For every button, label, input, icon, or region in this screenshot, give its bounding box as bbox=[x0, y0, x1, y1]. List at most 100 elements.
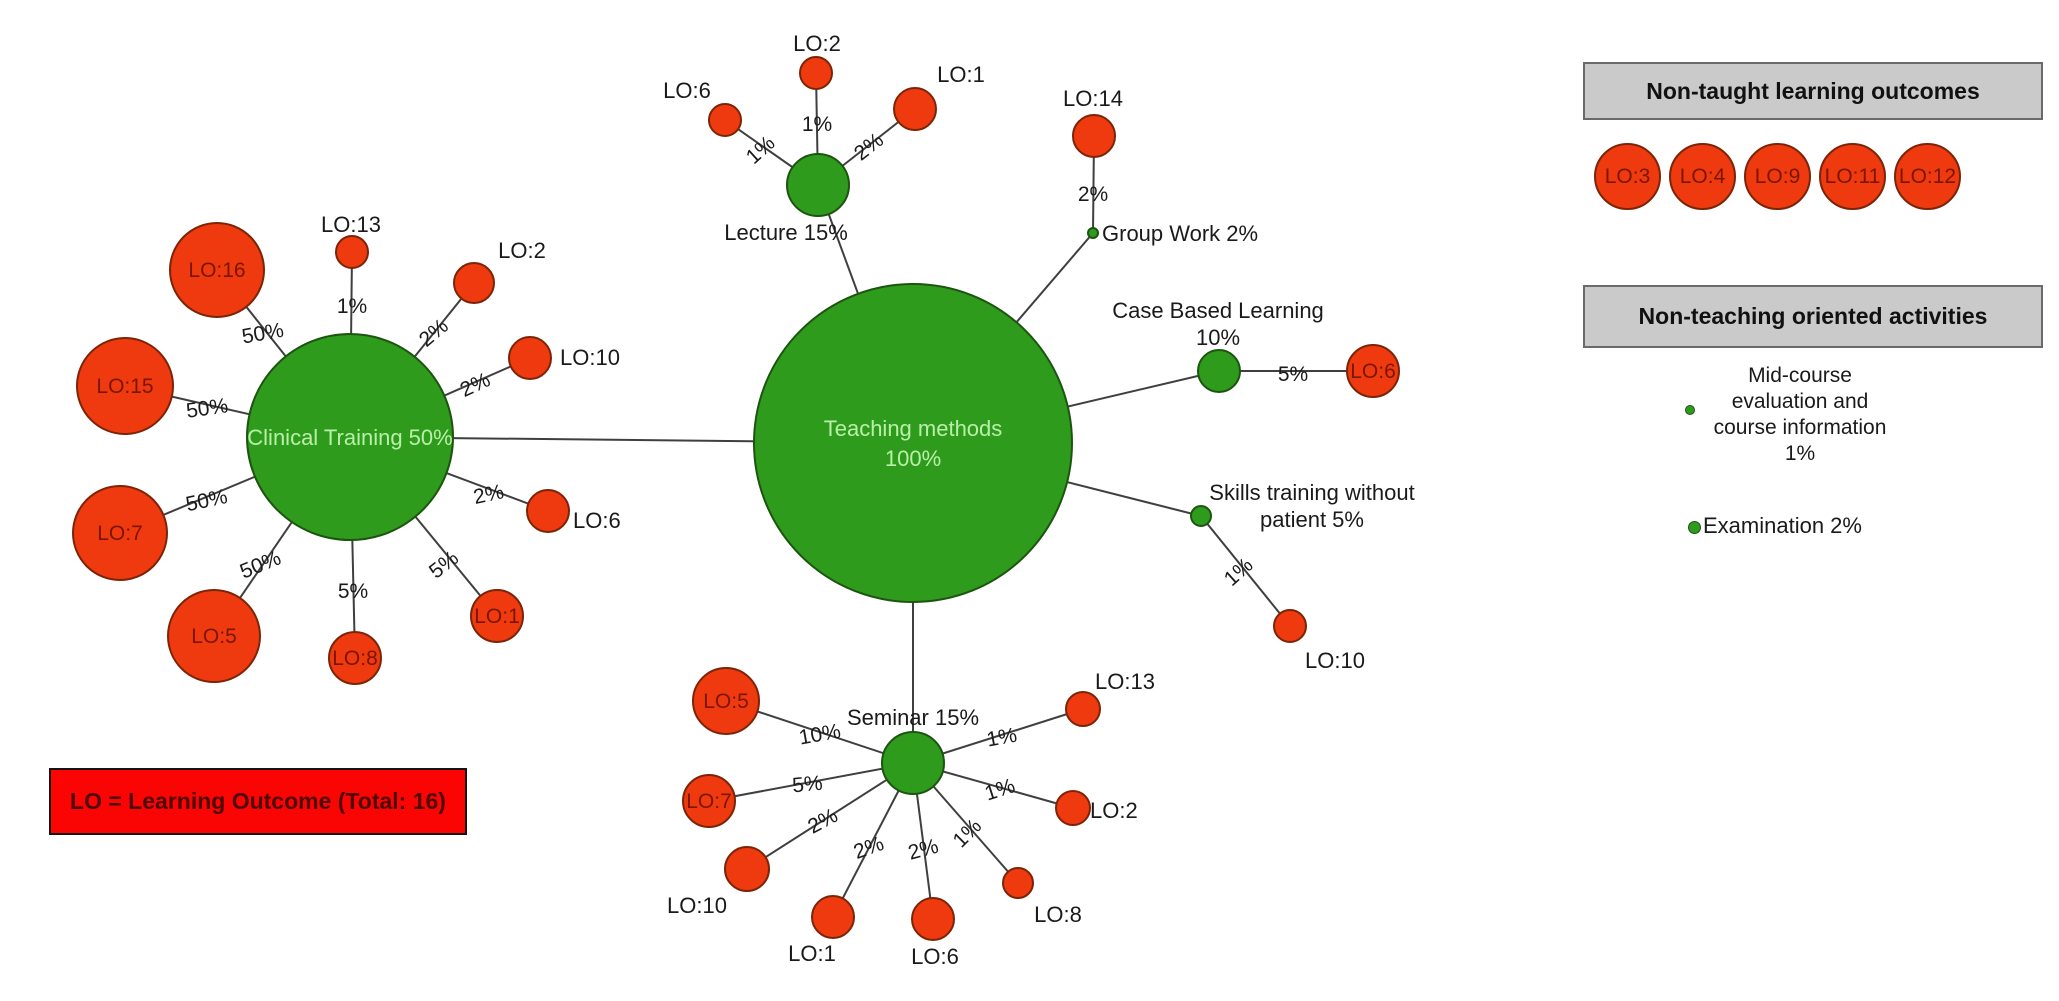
edge-label-cbl-lo6cb: 5% bbox=[1278, 363, 1308, 386]
node-groupwork bbox=[1087, 227, 1099, 239]
node-lo5c bbox=[167, 589, 261, 683]
node-label-lo2c: LO:2 bbox=[498, 238, 546, 263]
edge-label-clinical-lo7c: 50% bbox=[184, 485, 230, 516]
mid-course-line-2: evaluation and bbox=[1731, 390, 1869, 413]
edge-label-seminar-lo2s: 1% bbox=[982, 774, 1018, 805]
node-seminar bbox=[881, 731, 945, 795]
edge-label-clinical-lo13c: 1% bbox=[337, 295, 367, 318]
node-label-lo5s: LO:5 bbox=[703, 690, 749, 713]
node-label-teaching: Teaching methods 100% bbox=[824, 416, 1003, 471]
node-lo1c bbox=[470, 589, 524, 643]
node-label-lo6l: LO:6 bbox=[663, 78, 711, 103]
examination-activity-label: Examination 2% bbox=[1703, 513, 1862, 539]
mid-course-line-1: Mid-course bbox=[1748, 364, 1852, 387]
node-label-lo10se: LO:10 bbox=[667, 893, 727, 918]
node-label-lo2s: LO:2 bbox=[1090, 798, 1138, 823]
node-lo6cb bbox=[1346, 344, 1400, 398]
node-label-groupwork: Group Work 2% bbox=[1102, 221, 1258, 246]
edge-label-seminar-lo5s: 10% bbox=[797, 720, 842, 750]
non-taught-outcomes-row: LO:3 LO:4 LO:9 LO:11 LO:12 bbox=[1594, 143, 1961, 210]
node-label-seminar: Seminar 15% bbox=[847, 705, 979, 730]
node-label-lo15: LO:15 bbox=[96, 375, 153, 398]
node-lo2c bbox=[453, 262, 495, 304]
edge-label-seminar-lo6s: 2% bbox=[906, 835, 941, 865]
non-teaching-title: Non-teaching oriented activities bbox=[1638, 303, 1988, 329]
node-label-lo1l: LO:1 bbox=[937, 62, 985, 87]
legend-text: LO = Learning Outcome (Total: 16) bbox=[70, 788, 446, 814]
edge-skills-lo10sk bbox=[1200, 515, 1291, 627]
node-label-lo13c: LO:13 bbox=[321, 212, 381, 237]
node-lo13c bbox=[335, 235, 369, 269]
node-lo10sk bbox=[1273, 609, 1307, 643]
node-lo13s bbox=[1065, 691, 1101, 727]
node-lo7s bbox=[682, 774, 736, 828]
node-label-cbl: Case Based Learning 10% bbox=[1112, 298, 1324, 350]
edge-label-clinical-lo15: 50% bbox=[185, 394, 230, 423]
node-lo16 bbox=[169, 222, 265, 318]
edge-label-seminar-lo7s: 5% bbox=[791, 772, 823, 798]
non-taught-lo-node: LO:3 bbox=[1594, 143, 1661, 210]
examination-line: Examination 2% bbox=[1703, 513, 1862, 538]
edge-label-seminar-lo1s: 2% bbox=[851, 832, 887, 864]
node-lo10se bbox=[724, 846, 770, 892]
node-label-lo1c: LO:1 bbox=[474, 605, 520, 628]
edge-label-groupwork-lo14: 2% bbox=[1078, 183, 1108, 206]
node-label-lo16: LO:16 bbox=[188, 259, 245, 282]
non-teaching-header: Non-teaching oriented activities bbox=[1583, 285, 2043, 348]
mid-course-dot-icon bbox=[1685, 405, 1695, 415]
node-label-lo6c: LO:6 bbox=[573, 508, 621, 533]
node-lo6c bbox=[526, 489, 570, 533]
node-lo15 bbox=[76, 337, 174, 435]
node-label-lo13s: LO:13 bbox=[1095, 669, 1155, 694]
node-label-lo8s: LO:8 bbox=[1034, 902, 1082, 927]
edge-seminar-lo10se bbox=[746, 762, 914, 870]
node-label-skills: Skills training without patient 5% bbox=[1209, 480, 1414, 532]
node-lo2l bbox=[799, 56, 833, 90]
non-taught-lo-node: LO:9 bbox=[1744, 143, 1811, 210]
node-lo8s bbox=[1002, 867, 1034, 899]
node-lo8c bbox=[328, 631, 382, 685]
node-label-lo1s: LO:1 bbox=[788, 941, 836, 966]
node-label-lo7c: LO:7 bbox=[97, 522, 143, 545]
node-lo7c bbox=[72, 485, 168, 581]
node-lo5s bbox=[692, 667, 760, 735]
mid-course-line-4: 1% bbox=[1784, 442, 1816, 465]
node-lo1s bbox=[811, 895, 855, 939]
node-lo6l bbox=[708, 103, 742, 137]
node-skills bbox=[1190, 505, 1212, 527]
edge-label-clinical-lo2c: 2% bbox=[415, 314, 453, 351]
non-taught-title: Non-taught learning outcomes bbox=[1646, 77, 1980, 104]
edge-label-clinical-lo6c: 2% bbox=[471, 480, 505, 509]
edge-label-clinical-lo10c: 2% bbox=[457, 368, 494, 402]
node-teaching bbox=[753, 283, 1073, 603]
node-lo6s bbox=[911, 897, 955, 941]
node-label-lo10sk: LO:10 bbox=[1305, 648, 1365, 673]
edge-label-clinical-lo8c: 5% bbox=[338, 580, 368, 603]
node-label-lo6s: LO:6 bbox=[911, 944, 959, 969]
legend-box: LO = Learning Outcome (Total: 16) bbox=[49, 768, 467, 835]
edge-label-skills-lo10sk: 1% bbox=[1220, 553, 1258, 590]
non-taught-lo-node: LO:4 bbox=[1669, 143, 1736, 210]
edge-label-lecture-lo2l: 1% bbox=[802, 113, 832, 136]
node-label-lo6cb: LO:6 bbox=[1350, 360, 1396, 383]
node-label-lo7s: LO:7 bbox=[686, 790, 732, 813]
non-taught-lo-node: LO:11 bbox=[1819, 143, 1886, 210]
node-label-lo10c: LO:10 bbox=[560, 345, 620, 370]
edge-label-seminar-lo10se: 2% bbox=[804, 804, 842, 839]
examination-dot-icon bbox=[1688, 521, 1701, 534]
node-lo2s bbox=[1055, 790, 1091, 826]
edge-label-seminar-lo8s: 1% bbox=[949, 815, 987, 853]
node-label-lo14: LO:14 bbox=[1063, 86, 1123, 111]
node-label-lecture: Lecture 15% bbox=[724, 220, 848, 245]
node-lo10c bbox=[508, 336, 552, 380]
edge-label-seminar-lo13s: 1% bbox=[985, 724, 1019, 752]
edge-label-clinical-lo1c: 5% bbox=[425, 546, 463, 583]
node-lo1l bbox=[893, 87, 937, 131]
edge-label-clinical-lo5c: 50% bbox=[237, 546, 285, 583]
node-label-lo5c: LO:5 bbox=[191, 625, 237, 648]
node-clinical bbox=[246, 333, 454, 541]
node-label-clinical: Clinical Training 50% bbox=[247, 425, 452, 450]
mid-course-activity-label: Mid-course evaluation and course informa… bbox=[1700, 363, 1900, 467]
edge-seminar-lo7s bbox=[708, 762, 914, 802]
